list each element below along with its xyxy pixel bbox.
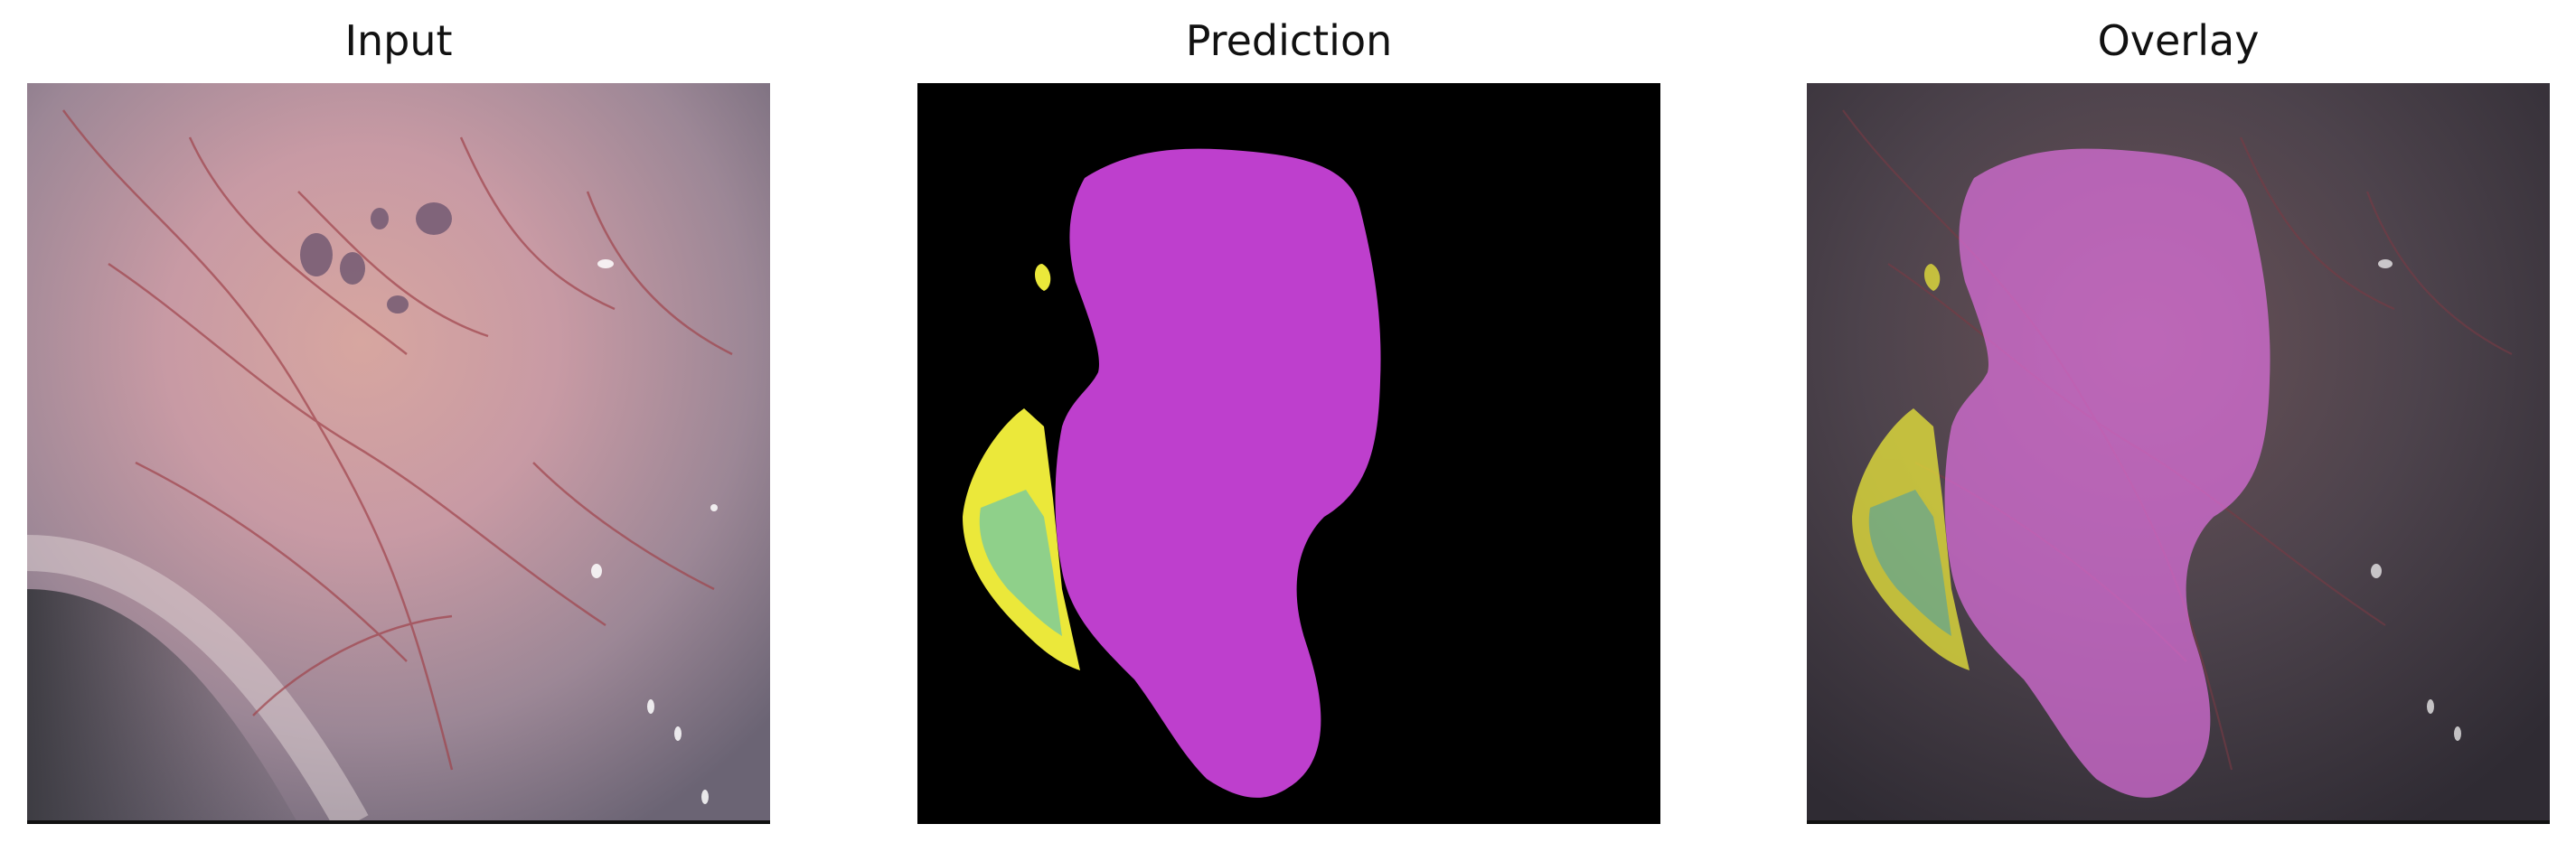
prediction-mask-canvas	[917, 83, 1660, 824]
overlay-region-green	[1868, 490, 1951, 636]
input-image-canvas	[27, 83, 770, 824]
overlay-image	[1807, 83, 2550, 824]
panel-title-prediction: Prediction	[1185, 16, 1393, 65]
overlay-image-canvas	[1807, 83, 2550, 824]
input-image	[27, 83, 770, 824]
overlay-region-magenta	[1944, 148, 2270, 798]
panel-title-overlay: Overlay	[2097, 16, 2260, 65]
mask-region-magenta	[1055, 148, 1381, 798]
mask-region-green	[979, 490, 1062, 636]
overlay-region-yellow-small	[1924, 264, 1941, 291]
prediction-mask	[917, 83, 1660, 824]
mask-region-yellow-small	[1035, 264, 1051, 291]
panel-title-input: Input	[344, 16, 453, 65]
